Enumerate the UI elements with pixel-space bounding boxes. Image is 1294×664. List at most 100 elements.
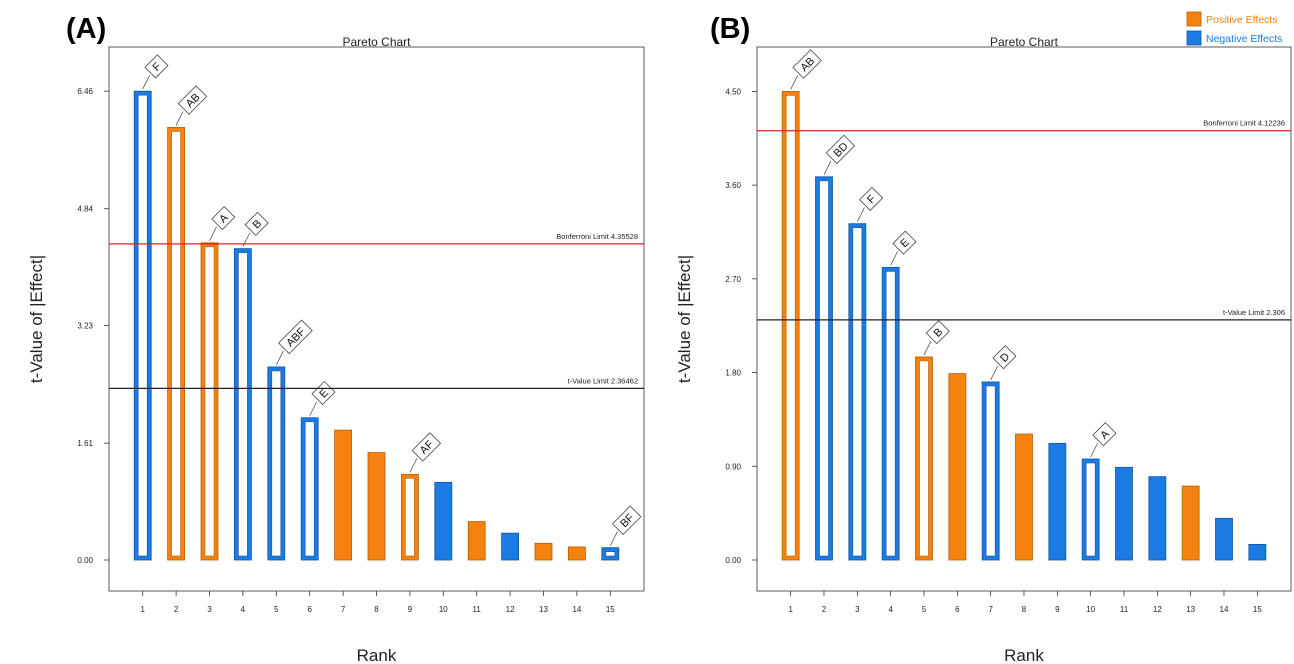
- annotation-box: [411, 432, 442, 462]
- annotation-box: [311, 380, 336, 406]
- bar-hollow: [985, 385, 996, 557]
- bar-hollow: [1085, 462, 1096, 557]
- bar-group: [501, 532, 520, 561]
- x-tick-label: 13: [1186, 605, 1195, 614]
- bar: [1215, 517, 1233, 561]
- bar: [1015, 433, 1033, 561]
- x-tick-label: 1: [140, 605, 145, 614]
- chart-title: Pareto Chart: [990, 35, 1059, 49]
- x-tick-label: 11: [473, 605, 482, 614]
- annotation-box: [992, 345, 1017, 370]
- bar-hollow: [605, 551, 616, 557]
- annotation-tag: A: [211, 206, 236, 231]
- bar: [1148, 476, 1167, 561]
- bar: [467, 521, 486, 561]
- annotation-tag: B: [244, 211, 269, 236]
- annotation-box: [211, 206, 236, 231]
- x-tick-label: 2: [822, 605, 827, 614]
- annotation-tag: BD: [825, 134, 856, 165]
- bar-hollow: [271, 370, 282, 557]
- bar-group: AF: [400, 432, 442, 561]
- bar-group: [1148, 476, 1167, 561]
- annotation-tag: BF: [612, 505, 642, 535]
- annotation-leader: [990, 365, 998, 381]
- bar-group: AB: [167, 85, 208, 561]
- bar-group: [334, 429, 353, 561]
- t-value-limit-label: t-Value Limit 2.36462: [568, 376, 638, 385]
- annotation-leader: [890, 251, 898, 266]
- x-tick-label: 1: [788, 605, 793, 614]
- annotation-box: [1092, 422, 1117, 447]
- y-tick-label: 2.70: [725, 275, 741, 284]
- x-tick-label: 14: [572, 605, 581, 614]
- y-tick-label: 1.80: [725, 369, 741, 378]
- x-tick-label: 3: [207, 605, 212, 614]
- x-tick-label: 13: [539, 605, 548, 614]
- x-tick-label: 7: [988, 605, 993, 614]
- bar-group: A: [1081, 422, 1117, 561]
- annotation-leader: [823, 160, 832, 175]
- x-tick-label: 5: [274, 605, 279, 614]
- bar-group: [367, 452, 386, 561]
- annotation-leader: [1090, 442, 1098, 458]
- annotation-leader: [242, 232, 251, 247]
- x-axis-label: Rank: [1004, 646, 1044, 664]
- bar-group: [948, 373, 967, 561]
- bar: [1248, 543, 1267, 561]
- annotation-tag: ABF: [278, 319, 313, 355]
- x-tick-label: 12: [1153, 605, 1162, 614]
- x-tick-label: 9: [408, 605, 413, 614]
- bar-group: [1248, 543, 1267, 561]
- annotation-box: [244, 211, 269, 236]
- annotation-tag: AF: [411, 432, 442, 462]
- annotation-box: [278, 319, 313, 355]
- bar: [434, 481, 453, 561]
- y-axis-label: t-Value of |Effect|: [675, 255, 694, 383]
- annotation-leader: [409, 458, 418, 473]
- annotation-tag: F: [144, 54, 169, 79]
- y-tick-label: 3.60: [725, 181, 741, 190]
- x-tick-label: 10: [439, 605, 448, 614]
- x-tick-label: 6: [955, 605, 960, 614]
- bar-hollow: [405, 478, 415, 557]
- annotation-tag: E: [311, 380, 336, 406]
- bar: [501, 532, 520, 561]
- bar-group: [1115, 466, 1133, 561]
- x-tick-label: 5: [922, 605, 927, 614]
- bar-hollow: [852, 227, 863, 557]
- annotation-box: [925, 320, 950, 345]
- panel-label: (B): [710, 13, 750, 45]
- bar-group: F: [848, 186, 884, 561]
- bar: [948, 373, 967, 561]
- bar-group: E: [881, 230, 917, 561]
- pareto-chart-b: (B) Pareto Chart 0.00 0.90 1.80 2.70 3.60 4.50 t…: [675, 11, 1292, 664]
- annotation-tag: A: [1092, 422, 1117, 447]
- bonferroni-limit-label: Bonferroni Limit 4.35528: [556, 232, 638, 241]
- annotation-leader: [175, 111, 184, 126]
- annotation-tag: D: [992, 345, 1017, 370]
- bar: [1181, 485, 1200, 561]
- x-tick-label: 4: [888, 605, 893, 614]
- bar-hollow: [919, 360, 929, 557]
- bar-group: [1181, 485, 1200, 561]
- bar-group: B: [233, 211, 269, 561]
- x-tick-label: 10: [1086, 605, 1095, 614]
- x-tick-label: 15: [606, 605, 615, 614]
- bar-group: BF: [601, 505, 642, 561]
- annotation-box: [892, 230, 917, 255]
- x-tick-label: 6: [307, 605, 312, 614]
- bar-group: A: [200, 206, 236, 561]
- bar-hollow: [885, 271, 896, 557]
- annotation-box: [825, 134, 856, 165]
- y-tick-label: 0.00: [725, 556, 741, 565]
- bar-group: E: [300, 380, 336, 561]
- bar: [568, 546, 586, 561]
- annotation-leader: [275, 350, 284, 366]
- bar-hollow: [785, 95, 796, 557]
- x-tick-label: 15: [1253, 605, 1262, 614]
- x-tick-label: 14: [1220, 605, 1229, 614]
- annotation-box: [859, 186, 884, 211]
- bar-hollow: [238, 252, 248, 557]
- x-tick-label: 4: [241, 605, 246, 614]
